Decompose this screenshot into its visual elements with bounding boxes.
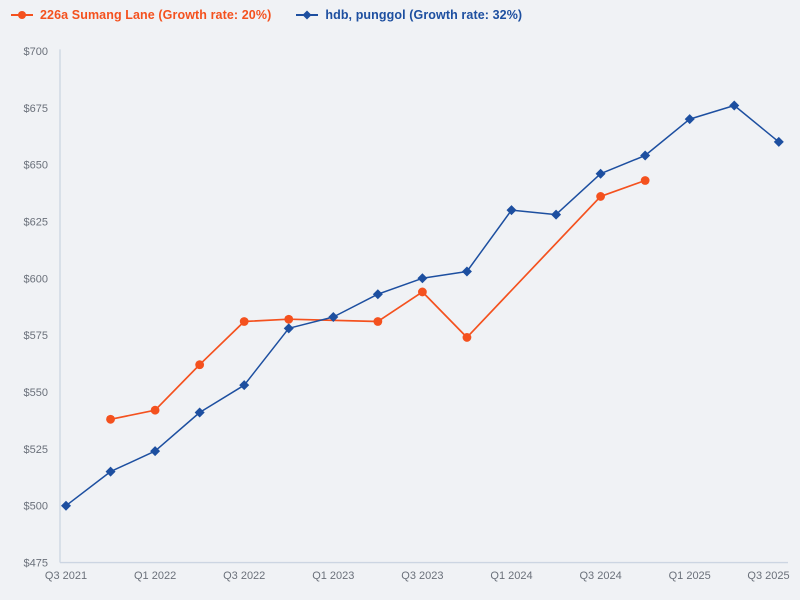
line-diamond-marker-icon bbox=[296, 10, 319, 20]
x-tick-label: Q1 2025 bbox=[669, 570, 711, 582]
data-point-marker bbox=[284, 314, 294, 324]
data-point-marker bbox=[239, 380, 250, 391]
x-tick-label: Q3 2024 bbox=[579, 570, 621, 582]
x-tick-label: Q3 2025 bbox=[747, 570, 789, 582]
data-point-marker bbox=[283, 323, 294, 334]
data-point-marker bbox=[373, 317, 383, 326]
data-point-marker bbox=[194, 407, 205, 418]
data-point-marker bbox=[773, 136, 784, 147]
data-point-marker bbox=[61, 500, 71, 511]
data-point-marker bbox=[462, 333, 472, 342]
data-point-marker bbox=[640, 176, 650, 185]
data-point-marker bbox=[551, 209, 562, 220]
data-point-marker bbox=[684, 114, 695, 125]
data-point-marker bbox=[106, 414, 115, 424]
series-line-0 bbox=[110, 179, 646, 421]
x-tick-label: Q3 2022 bbox=[223, 570, 265, 582]
x-tick-label: Q3 2021 bbox=[45, 570, 87, 582]
y-tick-label: $675 bbox=[24, 103, 48, 115]
data-point-marker bbox=[461, 266, 472, 277]
series-line-1 bbox=[65, 104, 780, 507]
y-tick-label: $600 bbox=[24, 273, 48, 285]
y-tick-label: $475 bbox=[24, 558, 48, 570]
data-point-marker bbox=[595, 168, 606, 179]
legend-item-hdb-punggol[interactable]: hdb, punggol (Growth rate: 32%) bbox=[295, 8, 522, 22]
x-tick-label: Q3 2023 bbox=[401, 570, 443, 582]
line-circle-marker-icon bbox=[11, 11, 33, 19]
data-point-marker bbox=[105, 466, 116, 477]
legend-label-hdb-punggol: hdb, punggol (Growth rate: 32%) bbox=[325, 8, 523, 22]
legend-item-226a-sumang-lane[interactable]: 226a Sumang Lane (Growth rate: 20%) bbox=[10, 8, 271, 22]
data-point-marker bbox=[150, 405, 160, 415]
y-tick-label: $550 bbox=[24, 387, 48, 399]
data-point-marker bbox=[195, 360, 205, 370]
data-point-marker bbox=[328, 311, 339, 322]
data-point-marker bbox=[417, 273, 428, 284]
data-point-marker bbox=[150, 446, 161, 457]
chart-legend: 226a Sumang Lane (Growth rate: 20%) hdb,… bbox=[10, 8, 522, 22]
data-point-marker bbox=[239, 317, 249, 326]
x-tick-label: Q1 2023 bbox=[312, 570, 354, 582]
y-tick-label: $500 bbox=[24, 501, 48, 513]
y-tick-label: $625 bbox=[24, 216, 48, 228]
y-tick-label: $575 bbox=[24, 330, 48, 342]
data-point-marker bbox=[506, 205, 517, 216]
legend-label-226a-sumang-lane: 226a Sumang Lane (Growth rate: 20%) bbox=[40, 8, 272, 22]
x-tick-label: Q1 2024 bbox=[490, 570, 532, 582]
data-point-marker bbox=[596, 192, 605, 201]
y-tick-label: $650 bbox=[24, 160, 48, 172]
data-point-marker bbox=[418, 287, 427, 297]
x-tick-label: Q1 2022 bbox=[134, 570, 176, 582]
data-point-marker bbox=[729, 100, 740, 111]
y-tick-label: $525 bbox=[24, 444, 48, 456]
data-point-marker bbox=[640, 150, 651, 161]
y-tick-label: $700 bbox=[24, 46, 48, 58]
data-point-marker bbox=[372, 289, 383, 300]
